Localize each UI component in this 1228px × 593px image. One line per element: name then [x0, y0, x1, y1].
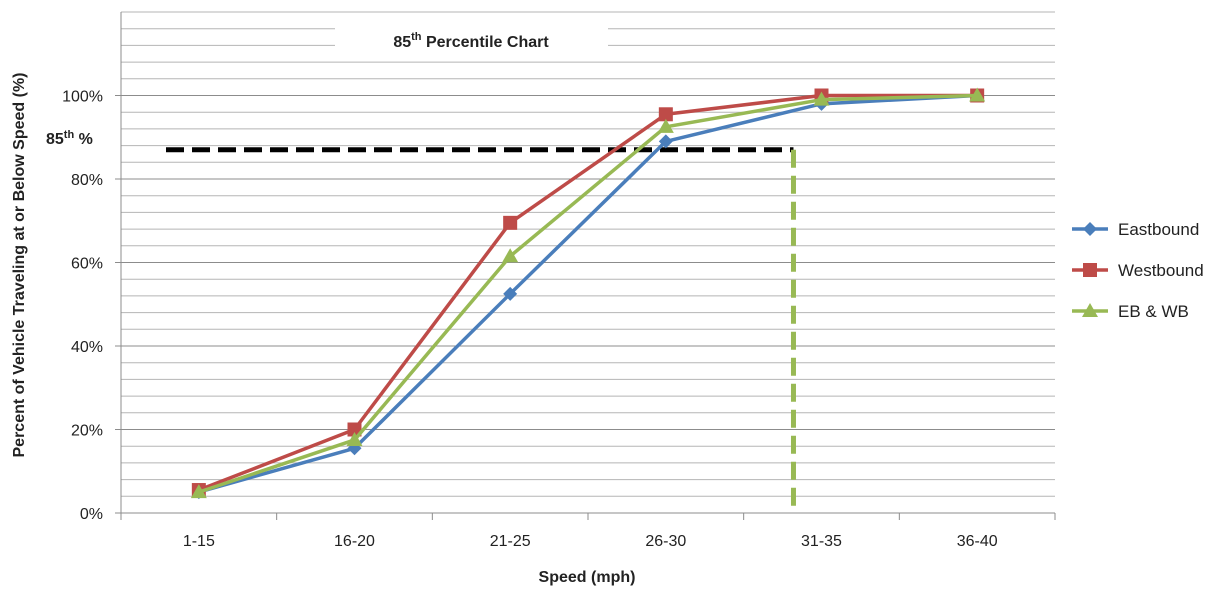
- data-point-eb-wb: [190, 484, 207, 499]
- series-line-eastbound: [198, 93, 978, 494]
- legend-marker-eastbound: [1083, 222, 1097, 236]
- series-line-eb-wb: [198, 93, 978, 494]
- y-tick-label: 0%: [80, 506, 103, 523]
- data-point-eb-wb: [969, 87, 986, 102]
- legend-marker-eb-wb: [1082, 303, 1098, 317]
- data-point-eb-wb: [813, 91, 830, 106]
- x-tick-label: 36-40: [957, 533, 998, 550]
- legend-label-eb-wb: EB & WB: [1118, 302, 1189, 321]
- x-tick-label: 21-25: [490, 533, 531, 550]
- data-point-westbound: [347, 422, 362, 437]
- y-tick-label: 80%: [71, 172, 103, 189]
- y-axis-title: Percent of Vehicle Traveling at or Below…: [11, 73, 28, 458]
- grid-lines: [121, 11, 1055, 497]
- legend-label-westbound: Westbound: [1118, 261, 1204, 280]
- series-lines: [190, 87, 986, 500]
- percentile-annotations: [166, 147, 796, 513]
- series-line-westbound: [198, 93, 978, 492]
- x-axis-title: Speed (mph): [539, 569, 636, 586]
- data-point-westbound: [503, 215, 518, 230]
- y-tick-label: 40%: [71, 339, 103, 356]
- legend-label-eastbound: Eastbound: [1118, 220, 1199, 239]
- legend: Eastbound Westbound EB & WB: [1072, 220, 1204, 321]
- y-tick-label: 100%: [62, 89, 103, 106]
- data-point-eb-wb: [346, 431, 363, 446]
- chart-title-sup: th: [411, 31, 422, 43]
- chart-title-box: [335, 18, 608, 60]
- y-tick-label: 20%: [71, 423, 103, 440]
- y-tick-label: 60%: [71, 256, 103, 273]
- percentile-label: 85th %: [46, 129, 93, 148]
- axes: 0% 20% 40% 60% 80% 100% 1-15 16-20 21-25 26-30 31-…: [62, 12, 1056, 550]
- x-tick-label: 1-15: [183, 533, 215, 550]
- data-point-eb-wb: [657, 118, 674, 133]
- x-tick-label: 16-20: [334, 533, 375, 550]
- legend-marker-westbound: [1083, 263, 1097, 277]
- data-point-eb-wb: [502, 248, 519, 263]
- x-tick-label: 31-35: [801, 533, 842, 550]
- data-point-westbound: [658, 107, 673, 122]
- x-tick-label: 26-30: [645, 533, 686, 550]
- data-point-eastbound: [503, 286, 518, 301]
- data-point-eastbound: [658, 134, 673, 149]
- chart-title: 85th Percentile Chart: [393, 31, 549, 51]
